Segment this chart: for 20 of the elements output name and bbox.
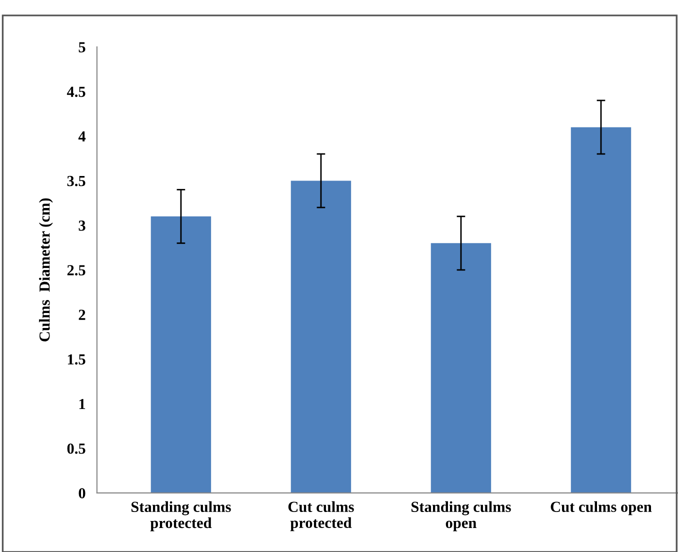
y-tick-label: 0 — [78, 488, 86, 498]
y-tick-label: 5 — [78, 42, 86, 52]
y-tick-label: 3 — [78, 220, 86, 231]
y-tick-label: 1.5 — [68, 354, 86, 365]
x-tick-label: Standing culms protected — [131, 501, 231, 532]
y-tick-label: 4.5 — [66, 86, 86, 98]
x-tick-label: Standing culms open — [411, 501, 511, 532]
x-tick-label: Cut culms open — [550, 501, 652, 516]
bar — [570, 127, 632, 493]
y-tick-label: 0.5 — [67, 443, 86, 454]
bar — [290, 180, 352, 493]
y-tick-label: 2 — [78, 310, 86, 320]
bar — [430, 243, 492, 493]
y-tick-label: 4 — [78, 131, 86, 142]
x-tick-label: Cut culms protected — [288, 501, 354, 532]
bar — [150, 216, 212, 493]
y-tick-label: 2.5 — [67, 265, 86, 276]
y-tick-label: 3.5 — [67, 176, 86, 186]
y-tick-label: 1 — [79, 398, 86, 410]
y-axis-title: Culms Diameter (cm) — [39, 198, 53, 342]
